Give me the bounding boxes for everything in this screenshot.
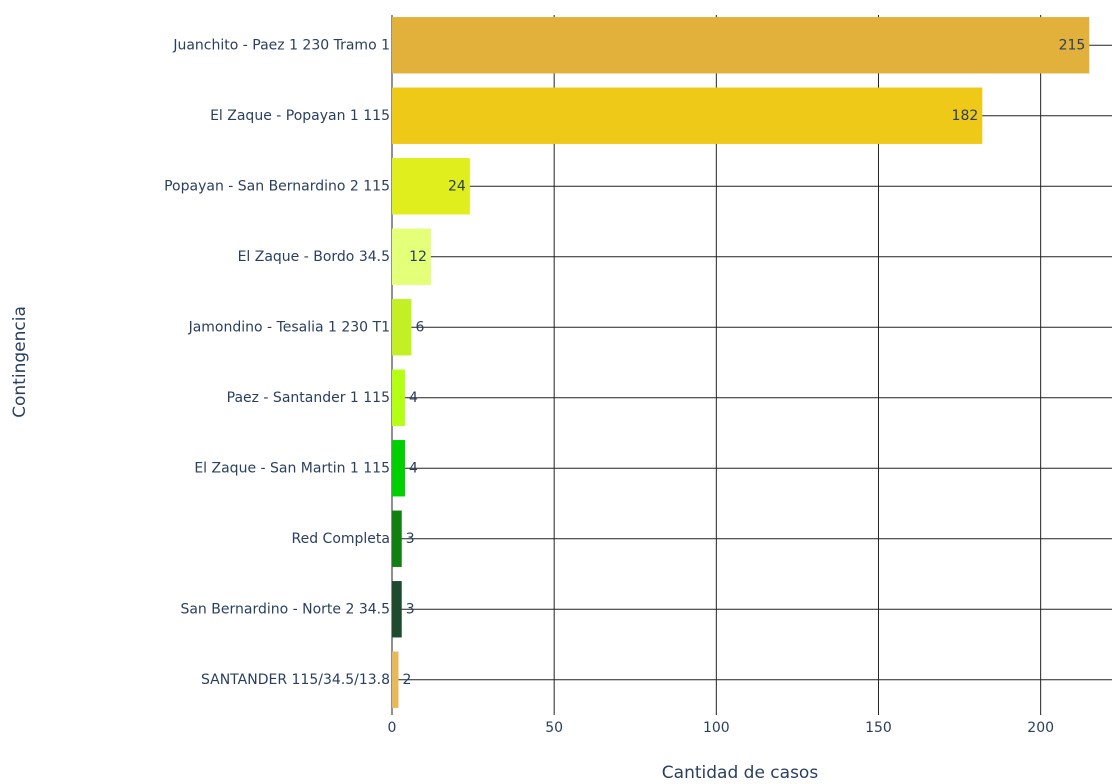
bar bbox=[392, 87, 983, 144]
y-tick-label: Paez - Santander 1 115 bbox=[227, 390, 390, 406]
data-label: 24 bbox=[448, 178, 466, 194]
data-label: 2 bbox=[402, 672, 411, 688]
x-tick-label: 50 bbox=[545, 720, 563, 736]
y-tick-label: El Zaque - Bordo 34.5 bbox=[238, 249, 390, 265]
data-label: 215 bbox=[1059, 37, 1086, 53]
data-label: 4 bbox=[409, 460, 418, 476]
data-label: 12 bbox=[409, 249, 427, 265]
data-label: 3 bbox=[406, 601, 415, 617]
bar bbox=[392, 440, 405, 497]
bar bbox=[392, 369, 405, 426]
y-tick-label: El Zaque - Popayan 1 115 bbox=[210, 108, 390, 124]
y-tick-label: San Bernardino - Norte 2 34.5 bbox=[180, 601, 390, 617]
data-label: 6 bbox=[415, 319, 424, 335]
bar bbox=[392, 299, 412, 356]
x-tick-label: 200 bbox=[1027, 720, 1054, 736]
data-label: 4 bbox=[409, 390, 418, 406]
y-tick-label: Jamondino - Tesalia 1 230 T1 bbox=[188, 319, 390, 335]
data-label: 3 bbox=[406, 531, 415, 547]
bar bbox=[392, 651, 399, 708]
y-tick-label: SANTANDER 115/34.5/13.8 bbox=[201, 672, 390, 688]
x-tick-label: 150 bbox=[865, 720, 892, 736]
x-tick-label: 100 bbox=[703, 720, 730, 736]
bar bbox=[392, 17, 1090, 74]
bar bbox=[392, 228, 431, 285]
bar bbox=[392, 158, 470, 215]
y-tick-label: Juanchito - Paez 1 230 Tramo 1 bbox=[172, 37, 390, 53]
y-axis-title: Contingencia bbox=[10, 306, 30, 418]
y-tick-label: Popayan - San Bernardino 2 115 bbox=[164, 178, 390, 194]
bar bbox=[392, 510, 402, 567]
bar bbox=[392, 581, 402, 638]
y-tick-label: Red Completa bbox=[292, 531, 391, 547]
x-tick-label: 0 bbox=[388, 720, 397, 736]
y-tick-label: El Zaque - San Martin 1 115 bbox=[194, 460, 390, 476]
x-axis-title: Cantidad de casos bbox=[662, 763, 819, 783]
data-label: 182 bbox=[952, 108, 979, 124]
